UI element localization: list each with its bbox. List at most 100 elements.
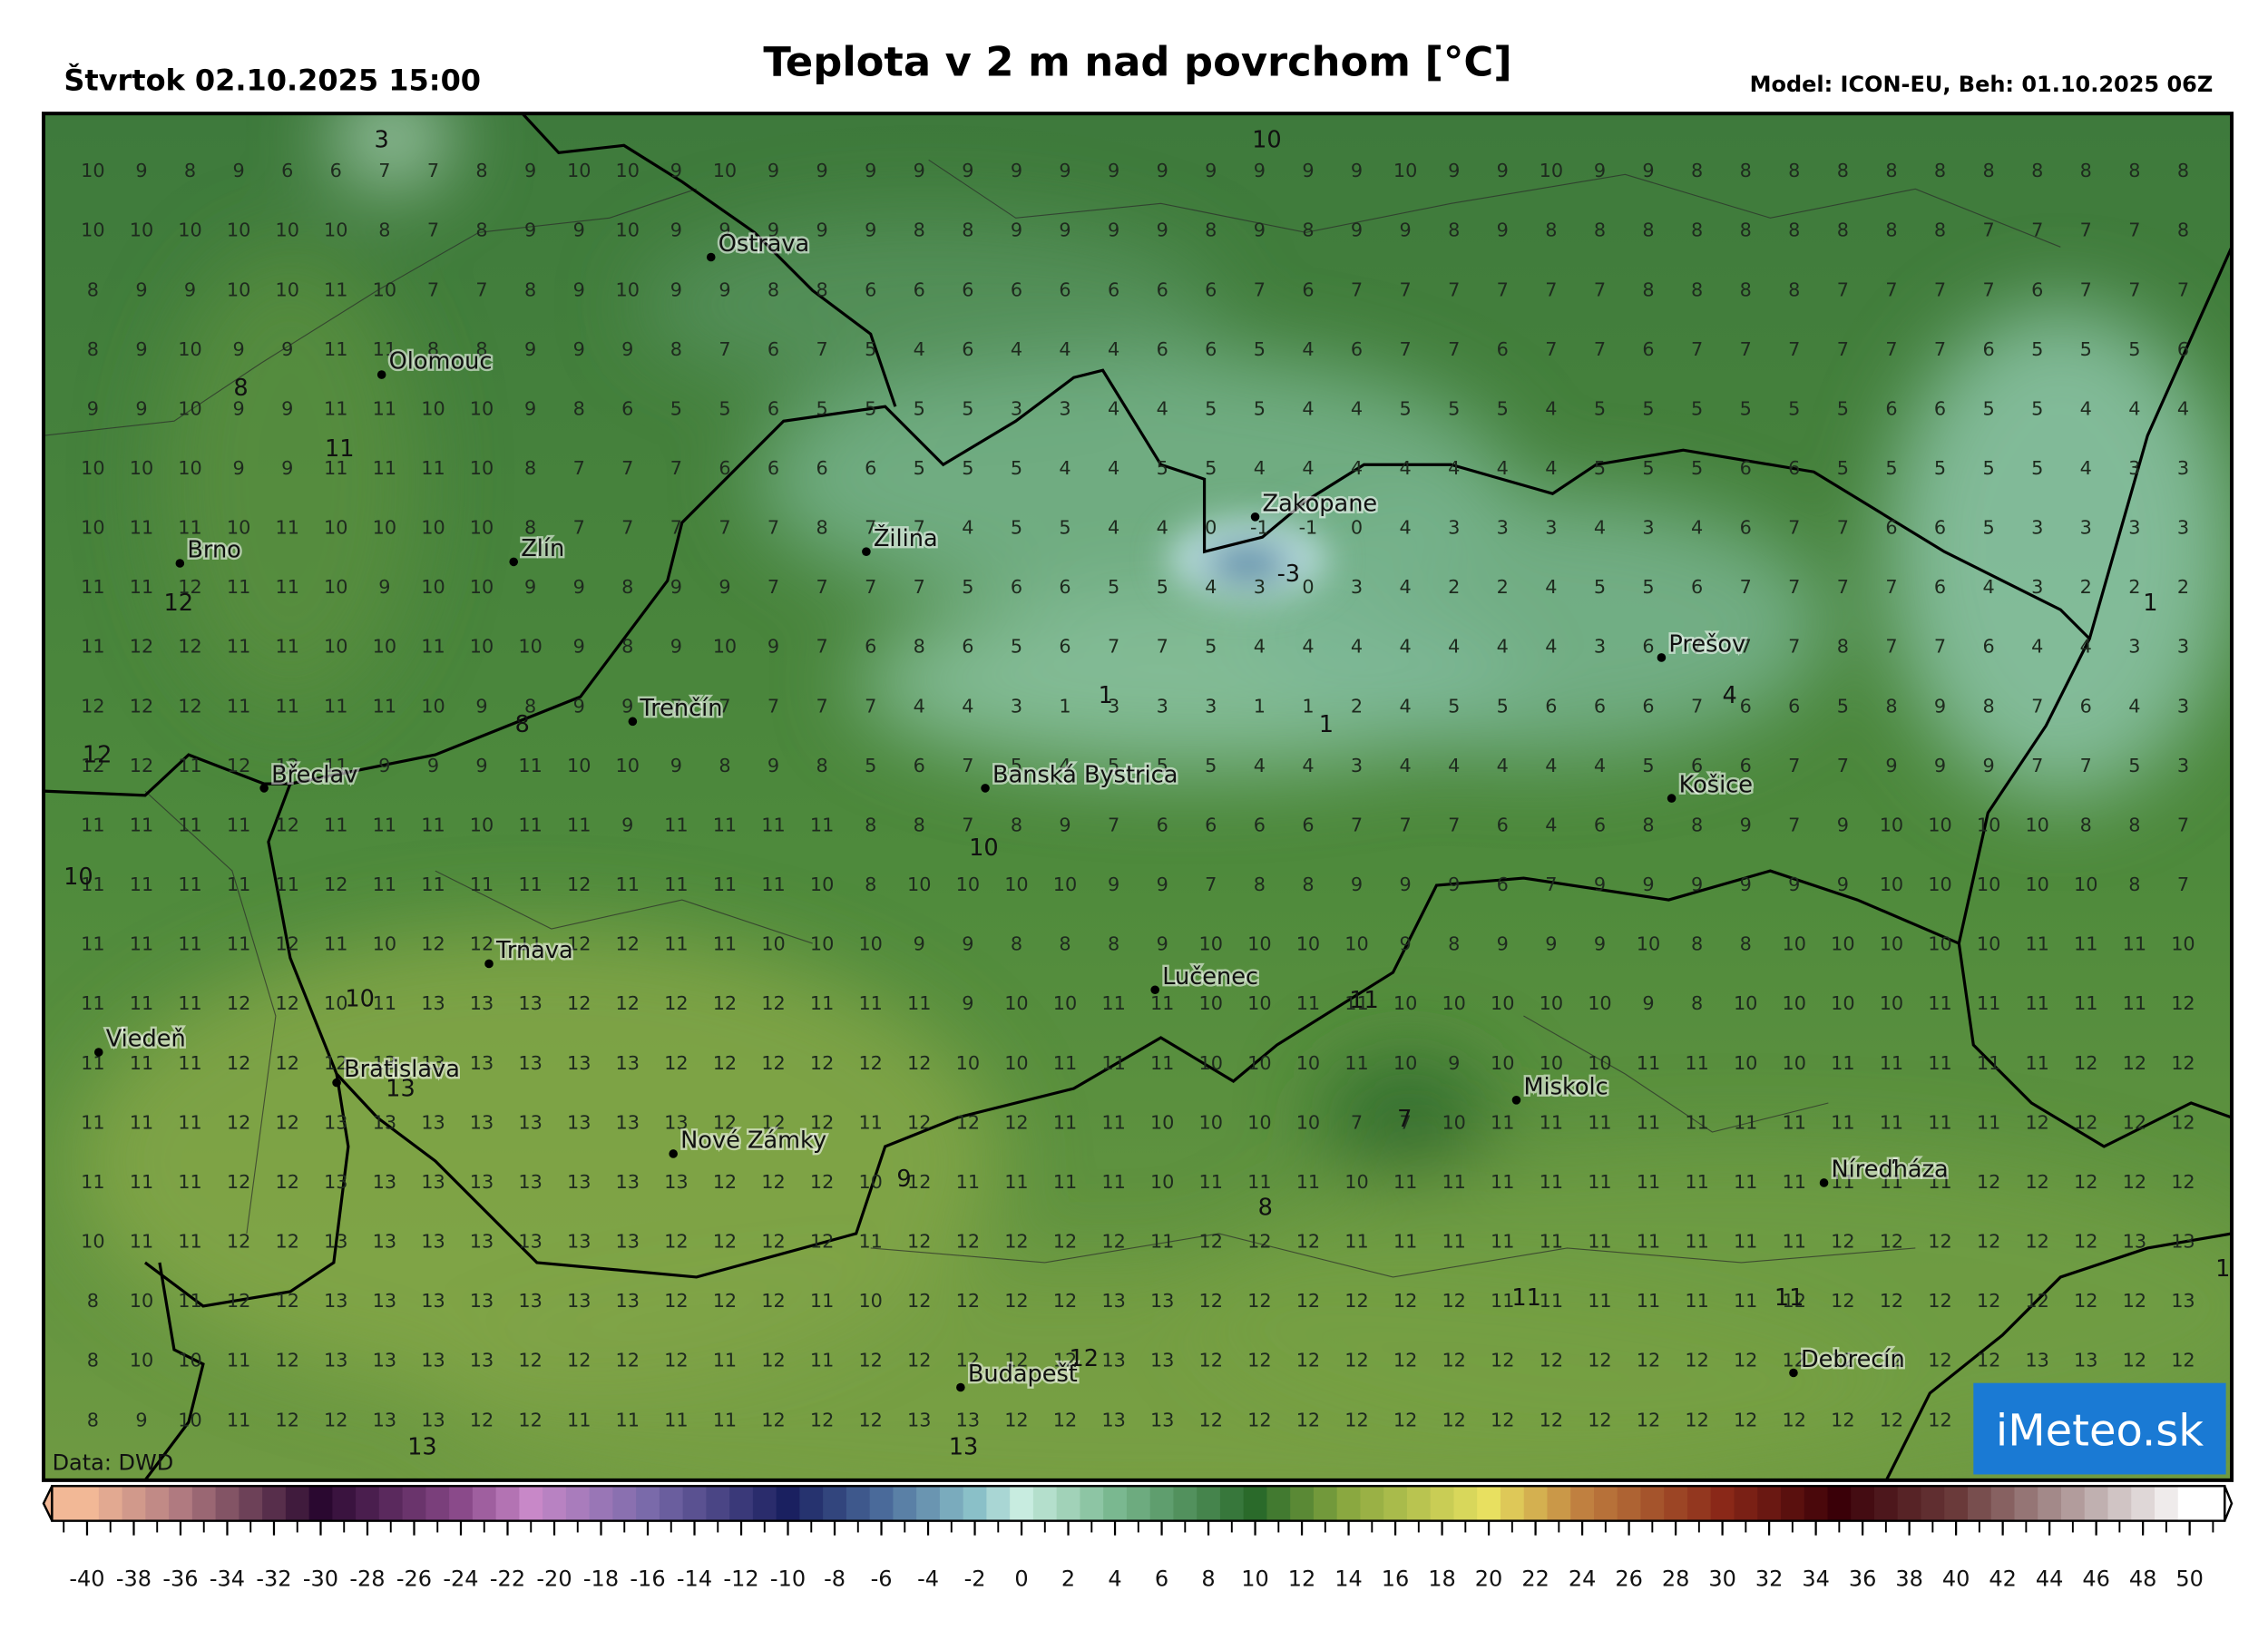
grid-value: 2	[1448, 576, 1460, 598]
grid-value: 4	[1254, 457, 1266, 479]
grid-value: 9	[1740, 874, 1752, 895]
colorbar-cell	[356, 1486, 380, 1521]
grid-value: 9	[767, 755, 779, 776]
colorbar-cell	[1430, 1486, 1455, 1521]
grid-value: 10	[1053, 992, 1077, 1014]
city-name: Nové Zámky	[680, 1127, 826, 1155]
colorbar-tick-label: -26	[396, 1567, 432, 1592]
grid-value: 5	[1691, 457, 1703, 479]
colorbar-cell	[1383, 1486, 1408, 1521]
grid-value: 5	[1254, 397, 1266, 419]
grid-value: 3	[2177, 457, 2189, 479]
grid-value: 12	[810, 1052, 834, 1074]
extremum-label: 1	[1099, 682, 1113, 709]
grid-value: 7	[865, 695, 876, 717]
grid-value: 1	[1059, 695, 1070, 717]
grid-value: 12	[2123, 1290, 2146, 1312]
grid-value: 10	[1442, 992, 1465, 1014]
grid-value: 9	[1157, 160, 1168, 181]
grid-value: 3	[2177, 517, 2189, 539]
grid-value: 11	[1928, 1171, 1951, 1193]
grid-value: 12	[1393, 1350, 1417, 1371]
grid-value: 13	[421, 1350, 445, 1371]
grid-value: 9	[962, 933, 973, 955]
grid-value: 7	[427, 160, 439, 181]
grid-value: 5	[1254, 338, 1266, 360]
grid-value: 10	[1637, 933, 1660, 955]
grid-value: 10	[1880, 874, 1903, 895]
grid-value: 13	[1150, 1290, 1174, 1312]
colorbar-cell	[636, 1486, 660, 1521]
grid-value: 11	[810, 992, 834, 1014]
grid-value: 6	[1351, 338, 1363, 360]
grid-value: 9	[1448, 160, 1460, 181]
grid-value: 7	[719, 517, 730, 539]
grid-value: 9	[232, 338, 244, 360]
grid-value: 13	[373, 1350, 396, 1371]
grid-value: 13	[664, 1111, 688, 1133]
grid-value: 11	[616, 874, 640, 895]
grid-value: 7	[2031, 695, 2043, 717]
grid-value: 5	[914, 397, 925, 419]
grid-value: 12	[664, 1052, 688, 1074]
grid-value: 4	[1448, 457, 1460, 479]
grid-value: 12	[227, 755, 250, 776]
grid-value: 9	[135, 397, 147, 419]
grid-value: 3	[2177, 755, 2189, 776]
grid-value: 12	[567, 933, 591, 955]
grid-value: 11	[81, 1111, 104, 1133]
grid-value: 7	[1399, 338, 1411, 360]
grid-value: 12	[275, 1409, 298, 1430]
grid-value: 5	[1642, 576, 1654, 598]
grid-value: 9	[1497, 220, 1509, 241]
grid-value: 5	[1837, 397, 1849, 419]
grid-value: 7	[670, 457, 682, 479]
grid-value: 12	[761, 992, 785, 1014]
grid-value: 9	[621, 814, 633, 835]
city-name: Miskolc	[1523, 1073, 1608, 1100]
colorbar-tick-label: 38	[1895, 1567, 1923, 1592]
grid-value: 7	[2128, 220, 2140, 241]
grid-value: 5	[2031, 338, 2043, 360]
grid-value: 7	[1837, 278, 1849, 300]
colorbar-tick-label: -30	[303, 1567, 338, 1592]
grid-value: 13	[373, 1052, 396, 1074]
grid-value: 12	[1928, 1409, 1951, 1430]
grid-value: 8	[1740, 933, 1752, 955]
colorbar-cell	[846, 1486, 871, 1521]
grid-value: 12	[1588, 1350, 1611, 1371]
grid-value: 10	[421, 576, 445, 598]
grid-value: 5	[1642, 397, 1654, 419]
grid-value: 12	[1442, 1350, 1465, 1371]
grid-value: 5	[1642, 457, 1654, 479]
grid-value: 3	[2177, 636, 2189, 658]
grid-value: 0	[1205, 517, 1217, 539]
colorbar-cell	[729, 1486, 754, 1521]
grid-value: 12	[761, 1350, 785, 1371]
grid-value: 10	[1783, 992, 1806, 1014]
grid-value: 12	[275, 1350, 298, 1371]
grid-value: 11	[713, 1409, 737, 1430]
colorbar-cell	[1266, 1486, 1291, 1521]
grid-value: 9	[135, 160, 147, 181]
grid-value: 11	[1977, 1111, 2000, 1133]
extremum-label: 10	[969, 835, 999, 862]
grid-value: 3	[2031, 517, 2043, 539]
grid-value: 11	[178, 1111, 201, 1133]
colorbar-cell	[2014, 1486, 2038, 1521]
grid-value: 7	[1885, 636, 1897, 658]
grid-value: 8	[1837, 636, 1849, 658]
colorbar-cell	[916, 1486, 941, 1521]
grid-value: 4	[1448, 755, 1460, 776]
grid-value: 10	[1150, 1171, 1174, 1193]
grid-value: 9	[573, 278, 585, 300]
extremum-label: 8	[1258, 1195, 1273, 1222]
city-name: Bratislava	[344, 1056, 460, 1083]
grid-value: 11	[130, 814, 153, 835]
extremum-label: 12	[1070, 1345, 1100, 1372]
grid-value: 13	[324, 1171, 347, 1193]
colorbar-cell	[1406, 1486, 1432, 1521]
grid-value: 11	[518, 874, 542, 895]
grid-value: 5	[865, 338, 876, 360]
